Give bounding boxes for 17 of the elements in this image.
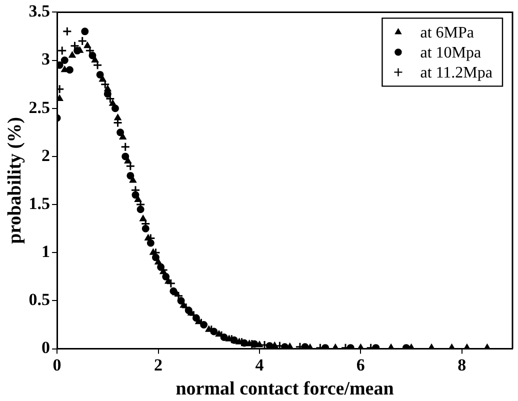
y-tick-label: 2 — [42, 146, 50, 165]
x-tick-label: 8 — [458, 355, 466, 374]
x-tick-label: 2 — [154, 355, 163, 374]
x-tick-label: 4 — [255, 355, 264, 374]
legend-label: at 6MPa — [420, 24, 474, 42]
legend-label: at 10Mpa — [420, 44, 482, 62]
y-tick-label: 0.5 — [28, 290, 50, 310]
y-tick-label: 3 — [42, 50, 50, 69]
x-tick-label: 6 — [356, 355, 365, 374]
y-tick-label: 2.5 — [28, 98, 50, 117]
y-tick-label: 1 — [42, 242, 50, 262]
x-axis-title: normal contact force/mean — [176, 378, 394, 400]
y-tick-label: 0 — [42, 338, 50, 358]
y-tick-label: 3.5 — [28, 2, 50, 21]
y-tick-label: 1.5 — [28, 194, 50, 213]
legend-label: at 11.2Mpa — [420, 64, 492, 82]
y-axis-title: probability (%) — [4, 117, 26, 244]
